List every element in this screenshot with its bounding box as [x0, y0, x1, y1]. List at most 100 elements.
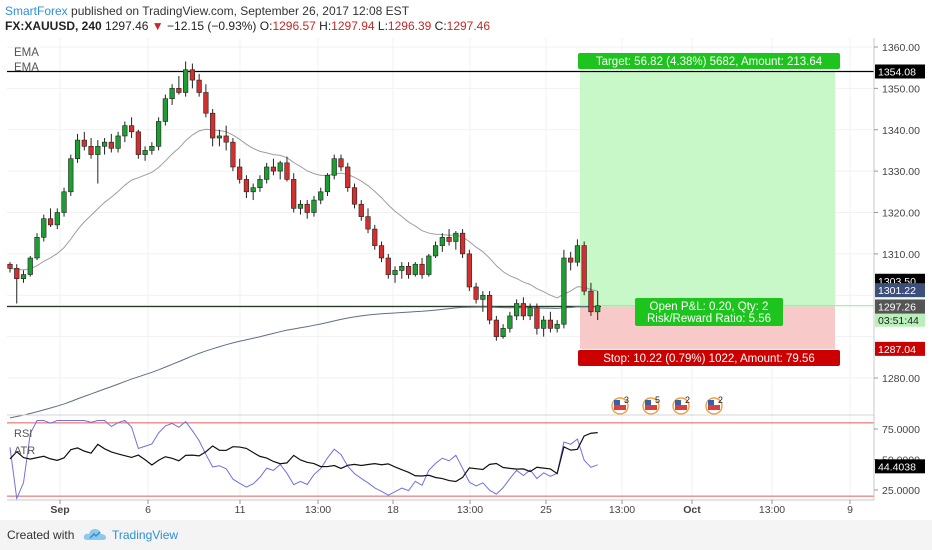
countdown-tag-bg — [875, 312, 925, 327]
candle-body — [47, 218, 54, 226]
close-value: 1297.46 — [446, 19, 491, 33]
publish-info: SmartForex published on TradingView.com,… — [5, 4, 409, 18]
footer: Created with TradingView — [0, 520, 932, 550]
candle-body — [128, 125, 135, 133]
symbol-info-bar: FX:XAUUSD, 240 1297.46 ▼ −12.15 (−0.93%)… — [5, 19, 490, 33]
high-value: 1297.94 — [331, 19, 375, 33]
candle-body — [574, 245, 581, 263]
candle-body — [101, 141, 108, 147]
candle-body — [345, 166, 351, 188]
candle-body — [156, 121, 162, 147]
target-label-bg — [578, 53, 840, 69]
candle-body — [507, 315, 513, 329]
candle-body — [243, 179, 250, 193]
author-link[interactable]: SmartForex — [5, 4, 68, 18]
flag-canton — [708, 400, 714, 405]
candle-body — [318, 191, 324, 201]
time-tick-label: 13:00 — [305, 504, 331, 516]
candle-body — [183, 69, 189, 93]
ema-legend-1[interactable]: EMA — [14, 47, 39, 59]
candle-body — [439, 237, 445, 246]
ema-fast-line — [9, 128, 598, 299]
time-tick-label: Sep — [50, 504, 69, 516]
candle-body — [392, 270, 398, 275]
price-axis[interactable]: 1360.00 1350.00 1340.00 1330.00 1320.00 1310.… — [874, 42, 920, 497]
candle-body — [291, 179, 297, 209]
candle-body — [554, 323, 560, 329]
candle-body — [270, 166, 277, 172]
event-count: 5 — [655, 395, 660, 405]
event-count: 2 — [718, 395, 723, 405]
candle-body — [149, 146, 155, 151]
price-tick-label: 1330.00 — [882, 166, 920, 178]
candle-body — [216, 135, 223, 139]
candle-body — [412, 263, 418, 275]
candle-body — [419, 263, 425, 275]
time-tick-label: 25 — [540, 504, 552, 516]
high-label: H: — [319, 19, 332, 33]
candle-body — [142, 150, 148, 155]
tradingview-link[interactable]: TradingView — [112, 528, 179, 542]
candle-body — [264, 166, 270, 180]
rsi-legend[interactable]: RSI — [14, 428, 32, 440]
candle-body — [480, 294, 486, 300]
candle-body — [108, 141, 114, 149]
candle-body — [115, 135, 121, 149]
countdown-tag: 03:51:44 — [878, 315, 919, 327]
candle-body — [203, 92, 209, 114]
ema-legend-2[interactable]: EMA — [14, 62, 39, 74]
candle-body — [568, 257, 574, 263]
event-count: 3 — [624, 395, 629, 405]
atr-line — [9, 432, 598, 483]
candle-body — [547, 319, 553, 329]
time-axis[interactable]: Sep 6 11 13:00 18 13:00 25 13:00 Oct 13:00 9 — [50, 500, 853, 516]
candle-body — [210, 112, 216, 139]
candle-body — [365, 216, 371, 230]
candle-body — [338, 158, 344, 168]
candle-body — [399, 265, 405, 271]
price-tick-label: 1320.00 — [882, 208, 920, 220]
price-change: −12.15 (−0.93%) — [167, 19, 257, 33]
candle-body — [588, 290, 594, 313]
tradingview-cloud-icon — [83, 529, 106, 540]
price-tags: 1354.081303.501301.221297.4603:51:441297… — [875, 64, 925, 474]
candle-body — [324, 174, 331, 193]
candle-body — [74, 139, 81, 160]
candle-body — [311, 199, 317, 213]
flag-stripe — [645, 405, 657, 410]
price-tick-label: 1340.00 — [882, 125, 920, 137]
economic-events[interactable]: 3 5 2 2 — [611, 395, 723, 415]
candle-body — [500, 328, 506, 337]
chart-area[interactable]: Target: 56.82 (4.38%) 5682, Amount: 213.… — [0, 0, 932, 520]
ema-slow-line — [9, 306, 598, 419]
time-tick-label: 6 — [145, 504, 151, 516]
atr-value-tag: 44.4038 — [878, 461, 916, 473]
atr-legend[interactable]: ATR — [14, 445, 35, 457]
time-tick-label: 13:00 — [609, 504, 635, 516]
atr-value-tag-bg — [875, 459, 925, 474]
event-count: 2 — [685, 395, 690, 405]
stop-price-tag: 1287.04 — [878, 344, 916, 356]
candle-body — [351, 187, 358, 205]
open-value: 1296.57 — [272, 19, 316, 33]
candle-body — [27, 257, 33, 275]
candle-body — [162, 98, 168, 122]
candle-body — [514, 303, 520, 317]
candle-body — [196, 79, 202, 93]
time-tick-label: 11 — [235, 504, 246, 516]
price-tick-label: 1360.00 — [882, 42, 920, 54]
last-price: 1297.46 — [105, 19, 149, 33]
candle-body — [277, 162, 283, 172]
flag-canton — [645, 400, 651, 405]
stop-label-bg — [578, 350, 840, 366]
symbol-name[interactable]: FX:XAUUSD, 240 — [5, 19, 102, 33]
candle-body — [487, 294, 493, 321]
candle-body — [466, 253, 472, 288]
low-label: L: — [377, 19, 388, 33]
indicator-tick-label: 75.0000 — [882, 424, 920, 436]
candle-body — [358, 203, 364, 217]
candle-body — [223, 135, 229, 143]
target-zone[interactable] — [580, 71, 835, 307]
candle-body — [237, 166, 243, 180]
candle-body — [561, 257, 567, 325]
